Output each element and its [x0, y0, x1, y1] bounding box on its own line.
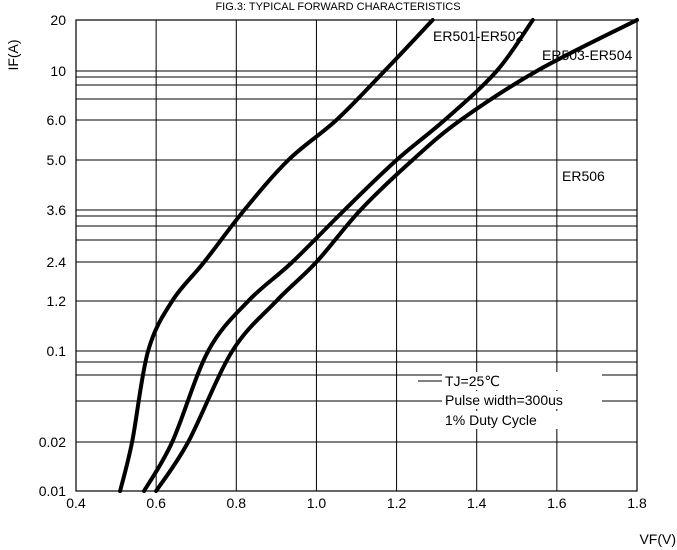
y-tick-label: 10	[50, 63, 66, 79]
y-tick-label: 0.01	[39, 483, 66, 499]
annotation-background	[442, 411, 602, 429]
series-label: ER501-ER502	[433, 28, 523, 44]
curve-layer: ER501-ER502 ER503-ER504 ER506	[118, 18, 639, 493]
annotation-background	[442, 372, 602, 390]
y-tick-label: 1.2	[47, 293, 67, 309]
plot-frame	[75, 19, 638, 492]
y-axis-title: IF(A)	[5, 39, 21, 70]
annotation-line: Pulse width=300us	[445, 392, 563, 408]
x-tick-label: 0.8	[227, 495, 247, 511]
x-tick-label: 0.4	[66, 495, 86, 511]
annotation-line: 1% Duty Cycle	[445, 412, 537, 428]
annotation-box: TJ=25℃ Pulse width=300us 1% Duty Cycle	[418, 372, 637, 429]
y-tick-label: 6.0	[47, 112, 67, 128]
series-line-er506	[154, 18, 639, 493]
series-label: ER506	[562, 168, 605, 184]
grid-layer	[76, 20, 637, 491]
series-line-er501-er502	[118, 18, 435, 493]
y-tick-label: 0.02	[39, 434, 66, 450]
figure-title: FIG.3: TYPICAL FORWARD CHARACTERISTICS	[215, 1, 460, 13]
x-tick-label: 1.4	[467, 495, 487, 511]
annotation-line: TJ=25℃	[445, 373, 500, 389]
x-tick-label: 1.0	[307, 495, 327, 511]
y-tick-label: 0.1	[47, 343, 67, 359]
annotation-background	[442, 391, 602, 409]
y-tick-label: 5.0	[47, 152, 67, 168]
x-axis-title: VF(V)	[639, 531, 676, 547]
x-tick-label: 1.2	[387, 495, 407, 511]
series-label: ER503-ER504	[542, 47, 632, 63]
series-line-er503-er504	[142, 18, 535, 493]
tick-layer: 0.4 0.6 0.8 1.0 1.2 1.4 1.6 1.8 0.01 0.02 0.1 1.2 2.…	[39, 12, 647, 511]
y-tick-label: 2.4	[47, 254, 67, 270]
y-tick-label: 20	[50, 12, 66, 28]
x-tick-label: 1.8	[627, 495, 647, 511]
x-tick-label: 1.6	[547, 495, 567, 511]
x-tick-label: 0.6	[146, 495, 166, 511]
y-tick-label: 3.6	[47, 202, 67, 218]
